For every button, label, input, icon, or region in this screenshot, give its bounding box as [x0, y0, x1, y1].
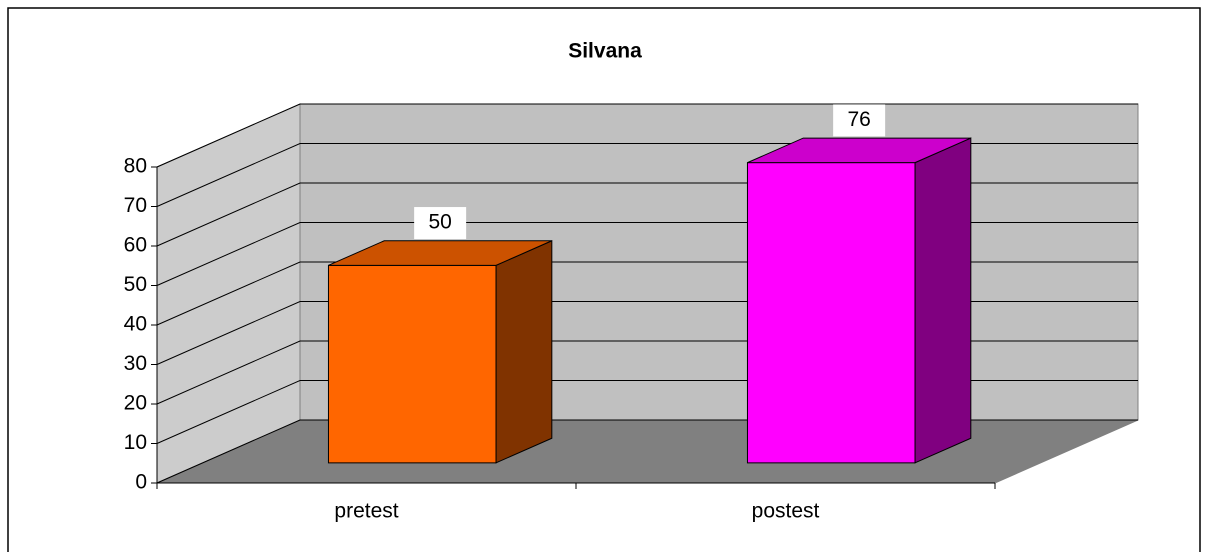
bar-top — [328, 240, 553, 266]
grid-line — [156, 103, 1138, 168]
bar-top — [747, 137, 972, 164]
bar-side — [914, 137, 972, 464]
x-tick-label: postest — [752, 500, 820, 523]
value-label: 76 — [847, 108, 870, 131]
chart-title: Silvana — [568, 40, 642, 63]
x-tick-label: pretest — [334, 500, 398, 523]
y-tick-label: 10 — [124, 431, 147, 454]
y-tick-label: 40 — [124, 313, 147, 336]
y-tick-label: 50 — [124, 273, 147, 296]
y-tick-label: 30 — [124, 352, 147, 375]
bar-front — [746, 162, 916, 464]
bar-front — [327, 264, 497, 464]
y-tick-label: 0 — [135, 471, 147, 494]
bar — [746, 137, 972, 464]
value-label-box — [833, 104, 886, 137]
value-label: 50 — [428, 211, 451, 234]
y-tick-label: 60 — [124, 234, 147, 257]
y-tick-label: 70 — [124, 194, 147, 217]
value-label-box — [414, 207, 467, 240]
bar — [327, 240, 553, 464]
floor — [156, 419, 1139, 484]
bar-side — [495, 240, 553, 464]
y-tick-label: 80 — [124, 155, 147, 178]
y-tick-label: 20 — [124, 392, 147, 415]
